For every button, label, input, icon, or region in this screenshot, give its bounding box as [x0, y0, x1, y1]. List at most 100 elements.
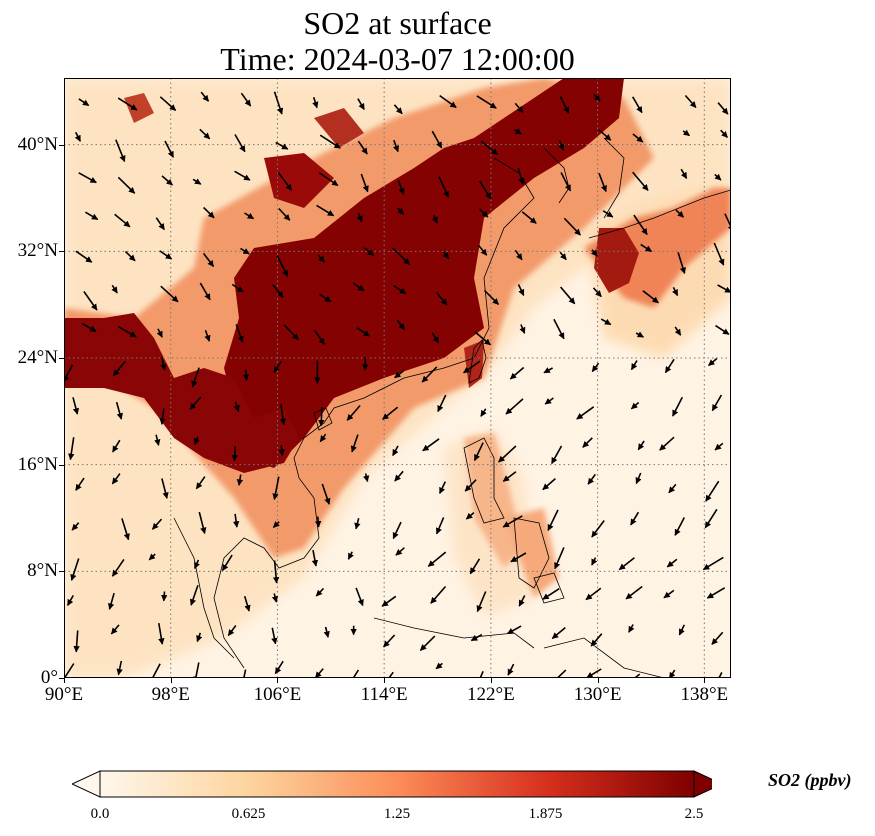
wind-arrow — [200, 91, 210, 102]
wind-arrow — [480, 408, 487, 417]
wind-arrow — [117, 97, 138, 111]
wind-arrow — [159, 408, 166, 425]
wind-arrow — [360, 173, 369, 193]
wind-arrow — [64, 663, 75, 678]
wind-arrow — [598, 172, 607, 193]
wind-arrow — [272, 560, 280, 584]
wind-arrow — [107, 592, 115, 610]
wind-arrow — [124, 250, 136, 262]
wind-arrow — [393, 284, 407, 295]
colorbar-tick-label: 0.625 — [231, 806, 266, 822]
wind-arrow — [279, 404, 287, 426]
wind-arrow — [191, 367, 200, 388]
wind-arrow — [397, 180, 405, 195]
wind-arrow — [506, 625, 522, 635]
wind-arrow — [275, 141, 289, 150]
wind-arrow — [576, 406, 595, 420]
wind-arrow — [189, 584, 199, 606]
wind-arrow — [517, 167, 525, 185]
wind-arrow — [633, 673, 641, 678]
lat-tick-label: 24°N — [17, 347, 58, 368]
lat-tick-mark — [59, 144, 64, 146]
wind-arrow — [381, 595, 397, 607]
wind-arrow — [422, 438, 440, 452]
wind-arrow — [635, 472, 642, 485]
wind-arrow — [677, 252, 686, 275]
so2-high-layer — [64, 78, 639, 473]
wind-arrow — [542, 477, 556, 491]
wind-arrow — [199, 282, 211, 301]
wind-arrow — [421, 366, 438, 383]
wind-arrow — [553, 318, 565, 340]
wind-arrow — [633, 214, 648, 236]
wind-arrow — [158, 622, 165, 645]
wind-arrow — [357, 140, 368, 155]
wind-arrow — [154, 434, 161, 446]
wind-arrow — [630, 401, 640, 410]
wind-arrow — [117, 326, 137, 338]
wind-arrow — [714, 173, 722, 181]
lon-tick-mark — [384, 678, 386, 683]
wind-arrow — [591, 557, 598, 566]
wind-arrow — [671, 396, 684, 417]
wind-arrow — [558, 140, 565, 151]
wind-arrow — [630, 511, 640, 526]
wind-arrow — [502, 515, 523, 528]
wind-arrow — [192, 662, 200, 678]
wind-arrow — [81, 322, 97, 333]
wind-arrow — [199, 128, 211, 140]
wind-arrow — [483, 289, 500, 305]
wind-arrow — [272, 521, 280, 528]
wind-arrow — [717, 102, 729, 115]
wind-arrow — [704, 508, 718, 529]
wind-arrow — [112, 360, 126, 377]
wind-arrow — [234, 134, 246, 153]
wind-arrow — [675, 209, 685, 218]
wind-arrow — [593, 93, 601, 102]
colorbar-tick-label: 1.875 — [528, 806, 563, 822]
wind-arrow — [469, 558, 481, 575]
wind-arrow — [111, 558, 125, 577]
lon-tick-label: 138°E — [680, 684, 729, 705]
wind-arrow — [354, 518, 361, 530]
wind-arrow — [464, 479, 477, 492]
wind-arrow — [632, 96, 643, 114]
wind-arrow — [551, 445, 563, 465]
wind-arrow — [318, 293, 332, 303]
colorbar-gradient — [99, 770, 695, 798]
wind-arrow — [159, 250, 173, 260]
wind-arrow — [632, 133, 644, 143]
wind-arrow — [625, 585, 643, 600]
wind-arrow — [227, 625, 237, 637]
lon-tick-mark — [170, 678, 172, 683]
lat-tick-mark — [59, 251, 64, 253]
wind-arrow — [514, 102, 524, 113]
colorbar-extend-high — [693, 770, 712, 798]
wind-arrow — [509, 366, 525, 380]
wind-arrow — [513, 128, 522, 135]
wind-arrow — [73, 630, 80, 653]
wind-arrow — [720, 129, 728, 138]
wind-arrow — [314, 668, 324, 678]
wind-arrow — [435, 517, 445, 535]
wind-arrow — [438, 176, 450, 198]
wind-arrow — [586, 668, 602, 678]
wind-arrow — [394, 470, 404, 482]
lon-tick-label: 98°E — [151, 684, 190, 705]
wind-arrow — [244, 212, 255, 220]
wind-arrow — [711, 631, 724, 645]
wind-arrow — [192, 178, 202, 185]
wind-arrow — [116, 660, 123, 676]
wind-arrow — [672, 286, 679, 297]
wind-arrow — [316, 204, 335, 217]
wind-arrow — [240, 247, 250, 255]
wind-arrow — [550, 669, 567, 678]
wind-arrow — [551, 626, 566, 640]
wind-arrow — [393, 104, 403, 115]
wind-arrow — [111, 284, 118, 294]
wind-arrow — [278, 207, 291, 221]
wind-arrow — [476, 591, 487, 613]
wind-arrow — [478, 208, 489, 218]
wind-arrow — [233, 401, 240, 412]
wind-arrow — [234, 170, 251, 181]
